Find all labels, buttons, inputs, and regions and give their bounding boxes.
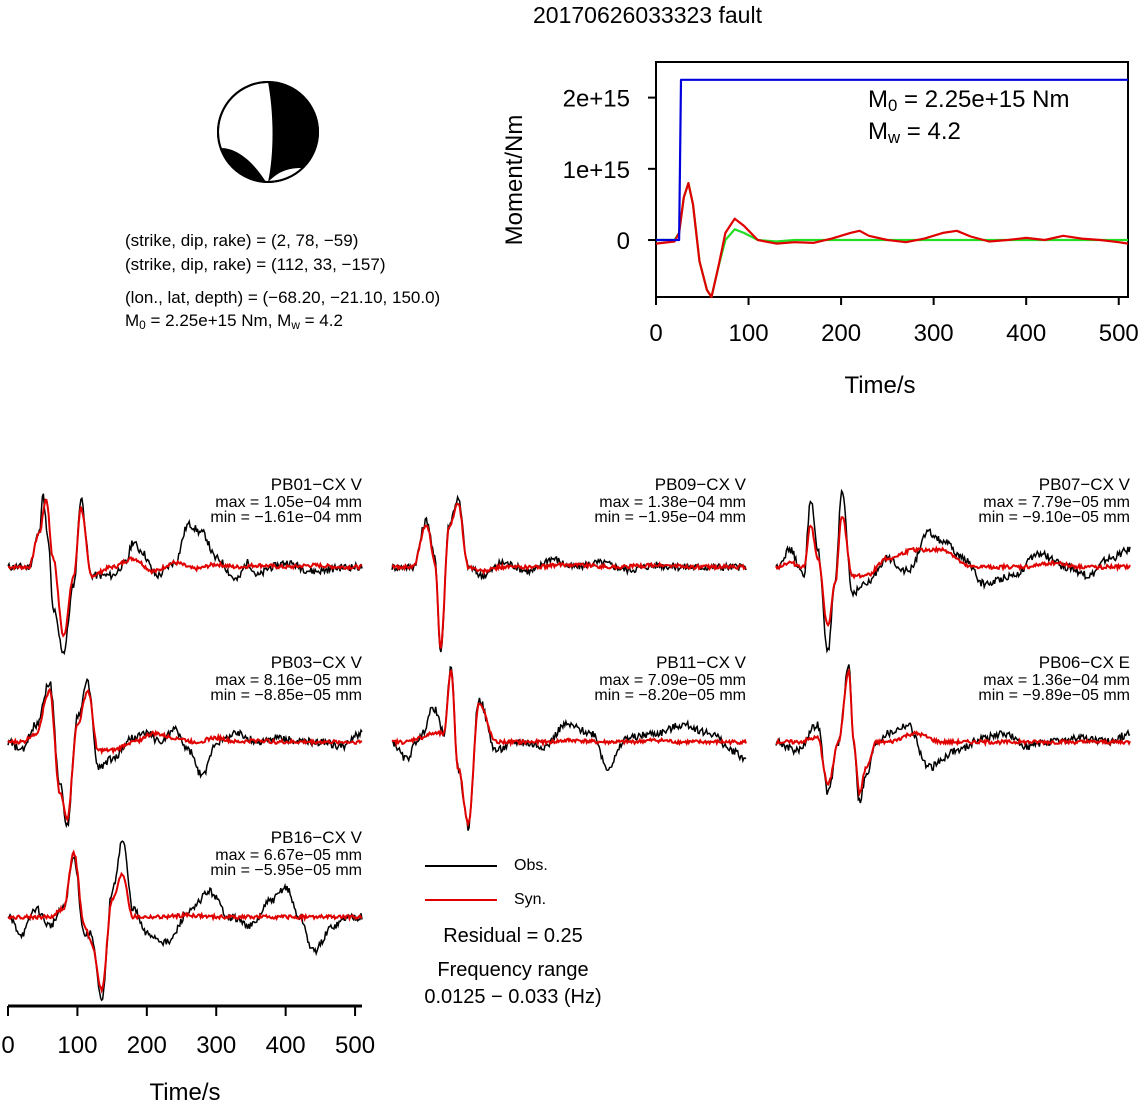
frequency-range: 0.0125 − 0.033 (Hz) xyxy=(424,986,602,1008)
waveform-xtick-label: 200 xyxy=(127,1032,167,1059)
frequency-label: Frequency range xyxy=(437,959,589,981)
station-min: min = −8.85e−05 mm xyxy=(210,687,362,704)
beachball xyxy=(217,81,319,183)
synthetic-waveform xyxy=(391,502,747,649)
station-min: min = −8.20e−05 mm xyxy=(594,687,746,704)
stf-xtick-label: 0 xyxy=(649,320,662,347)
waveform-xtick-label: 300 xyxy=(196,1032,236,1059)
station-min: min = −9.10e−05 mm xyxy=(978,509,1130,526)
station-max: max = 7.09e−05 mm xyxy=(599,672,746,689)
legend-syn-label: Syn. xyxy=(514,891,547,908)
stf-ytick-label: 0 xyxy=(617,228,630,255)
station-max: max = 8.16e−05 mm xyxy=(215,672,362,689)
station-min: min = −5.95e−05 mm xyxy=(210,862,362,879)
nodal-plane-1: (strike, dip, rake) = (2, 78, −59) xyxy=(125,231,359,250)
waveform-xtick-label: 100 xyxy=(57,1032,97,1059)
page-title: 20170626033323 fault xyxy=(533,2,762,28)
stf-xtick-label: 100 xyxy=(729,320,769,347)
stf-ytick-label: 1e+15 xyxy=(563,157,630,184)
synthetic-waveform xyxy=(391,668,747,828)
synthetic-waveform xyxy=(775,516,1131,628)
station-min: min = −9.89e−05 mm xyxy=(978,687,1130,704)
station-max: max = 1.05e−04 mm xyxy=(215,494,362,511)
stf-xtick-label: 400 xyxy=(1006,320,1046,347)
station-name: PB06−CX E xyxy=(1038,653,1130,672)
stf-series-1 xyxy=(655,182,1129,299)
observed-waveform xyxy=(391,665,747,831)
stf-xlabel: Time/s xyxy=(844,372,915,399)
station-name: PB09−CX V xyxy=(654,475,746,494)
waveform-xtick-label: 400 xyxy=(266,1032,306,1059)
station-max: max = 7.79e−05 mm xyxy=(983,494,1130,511)
stf-m0-label: M0 = 2.25e+15 Nm xyxy=(868,86,1070,116)
station-max: max = 1.38e−04 mm xyxy=(599,494,746,511)
stf-mw-label: Mw = 4.2 xyxy=(868,118,961,148)
station-name: PB07−CX V xyxy=(1038,475,1130,494)
station-max: max = 1.36e−04 mm xyxy=(983,672,1130,689)
stf-ylabel: Moment/Nm xyxy=(501,115,528,246)
waveform-xtick-label: 0 xyxy=(1,1032,14,1059)
moment-summary: M0 = 2.25e+15 Nm, Mw = 4.2 xyxy=(125,311,343,332)
synthetic-waveform xyxy=(7,849,363,994)
synthetic-waveform xyxy=(7,498,363,638)
station-name: PB16−CX V xyxy=(270,828,362,847)
nodal-plane-2: (strike, dip, rake) = (112, 33, −157) xyxy=(125,255,386,274)
legend-obs-label: Obs. xyxy=(514,857,548,874)
station-max: max = 6.67e−05 mm xyxy=(215,847,362,864)
stf-xtick-label: 300 xyxy=(914,320,954,347)
stf-series-0 xyxy=(656,78,1128,242)
observed-waveform xyxy=(7,493,363,656)
waveform-xtick-label: 500 xyxy=(335,1032,375,1059)
waveform-xlabel: Time/s xyxy=(149,1079,220,1104)
stf-ytick-label: 2e+15 xyxy=(563,86,630,113)
station-name: PB03−CX V xyxy=(270,653,362,672)
station-name: PB01−CX V xyxy=(270,475,362,494)
stf-xtick-label: 500 xyxy=(1099,320,1139,347)
station-name: PB11−CX V xyxy=(656,653,746,672)
synthetic-waveform xyxy=(775,667,1131,798)
location-text: (lon., lat, depth) = (−68.20, −21.10, 15… xyxy=(125,288,441,307)
station-min: min = −1.61e−04 mm xyxy=(210,509,362,526)
stf-xtick-label: 200 xyxy=(821,320,861,347)
stf-frame xyxy=(655,61,1129,298)
residual-text: Residual = 0.25 xyxy=(443,925,583,947)
synthetic-waveform xyxy=(7,687,363,823)
station-min: min = −1.95e−04 mm xyxy=(594,509,746,526)
